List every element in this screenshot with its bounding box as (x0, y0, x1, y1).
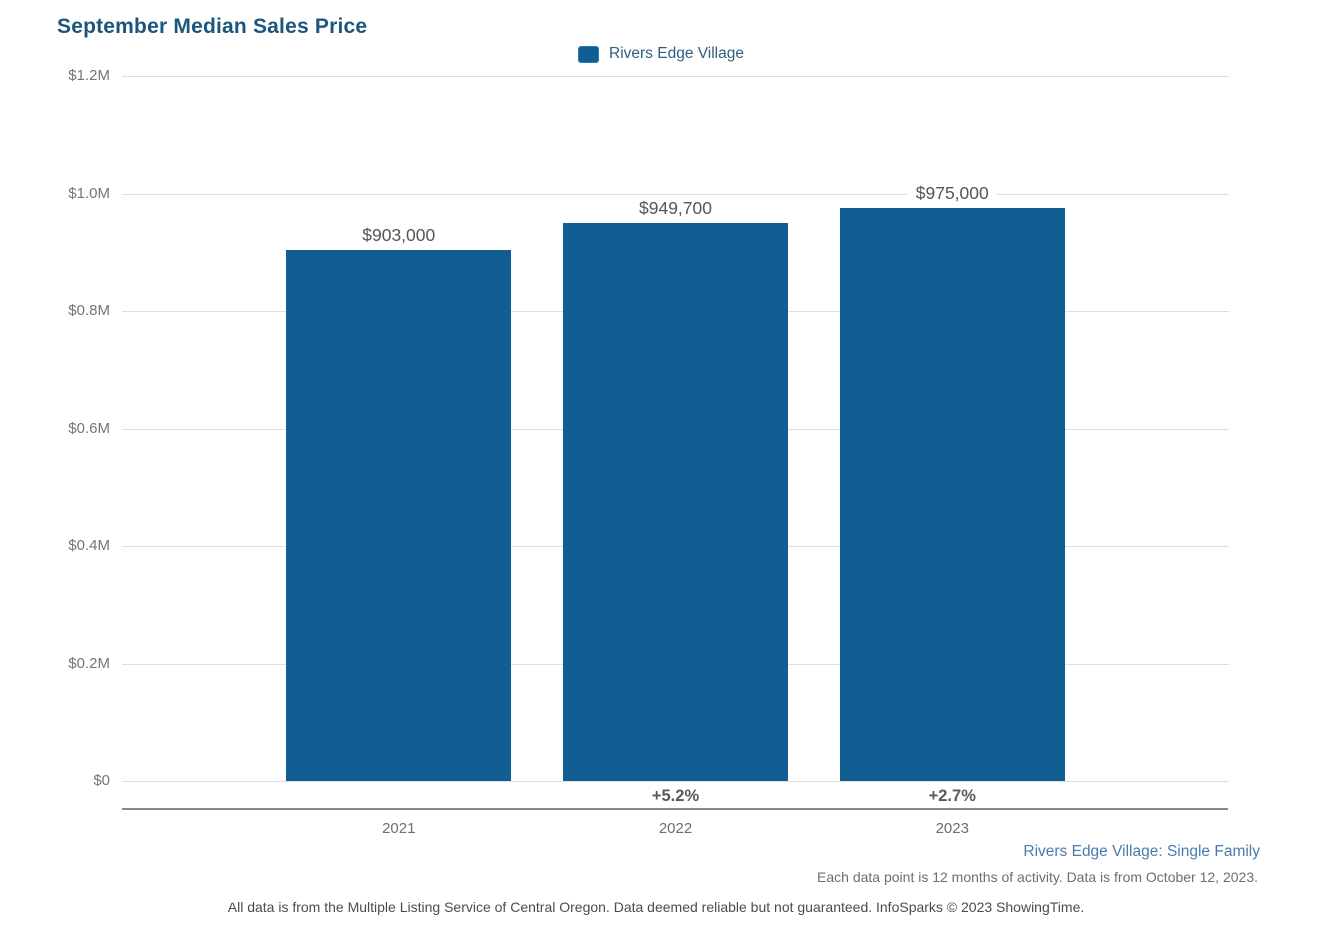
legend: Rivers Edge Village (578, 45, 744, 63)
y-axis-tick-label: $0.6M (68, 419, 110, 437)
legend-item-rivers-edge-village[interactable]: Rivers Edge Village (578, 45, 744, 63)
pct-change-label: +2.7% (928, 787, 976, 805)
gridline (122, 76, 1229, 77)
legend-swatch-icon (578, 45, 600, 63)
y-axis-tick-label: $0 (93, 772, 110, 789)
y-axis-tick-label: $1.0M (68, 184, 110, 202)
x-axis-tick-label: 2023 (935, 820, 969, 837)
x-axis-line (122, 808, 1228, 810)
data-note: Each data point is 12 months of activity… (817, 869, 1258, 885)
gridline (122, 781, 1229, 782)
y-axis-tick-label: $0.2M (68, 654, 110, 672)
bar-2021[interactable] (286, 250, 512, 781)
chart-title: September Median Sales Price (57, 15, 368, 38)
y-axis-tick-label: $1.2M (68, 67, 110, 84)
y-axis-tick-label: $0.8M (68, 302, 110, 319)
y-axis-tick-label: $0.4M (68, 537, 110, 554)
bar-value-label: $903,000 (354, 224, 444, 247)
bar-value-label: $975,000 (907, 182, 997, 205)
bar-2022[interactable] (563, 223, 788, 781)
bar-value-label: $949,700 (631, 197, 720, 220)
bar-2023[interactable] (839, 208, 1065, 781)
pct-change-label: +5.2% (651, 787, 700, 805)
gridline (122, 193, 1229, 195)
series-context-label: Rivers Edge Village: Single Family (1023, 843, 1260, 860)
x-axis-tick-label: 2022 (658, 820, 693, 837)
legend-label: Rivers Edge Village (609, 45, 744, 62)
x-axis-tick-label: 2021 (382, 820, 416, 837)
disclaimer: All data is from the Multiple Listing Se… (227, 899, 1085, 915)
